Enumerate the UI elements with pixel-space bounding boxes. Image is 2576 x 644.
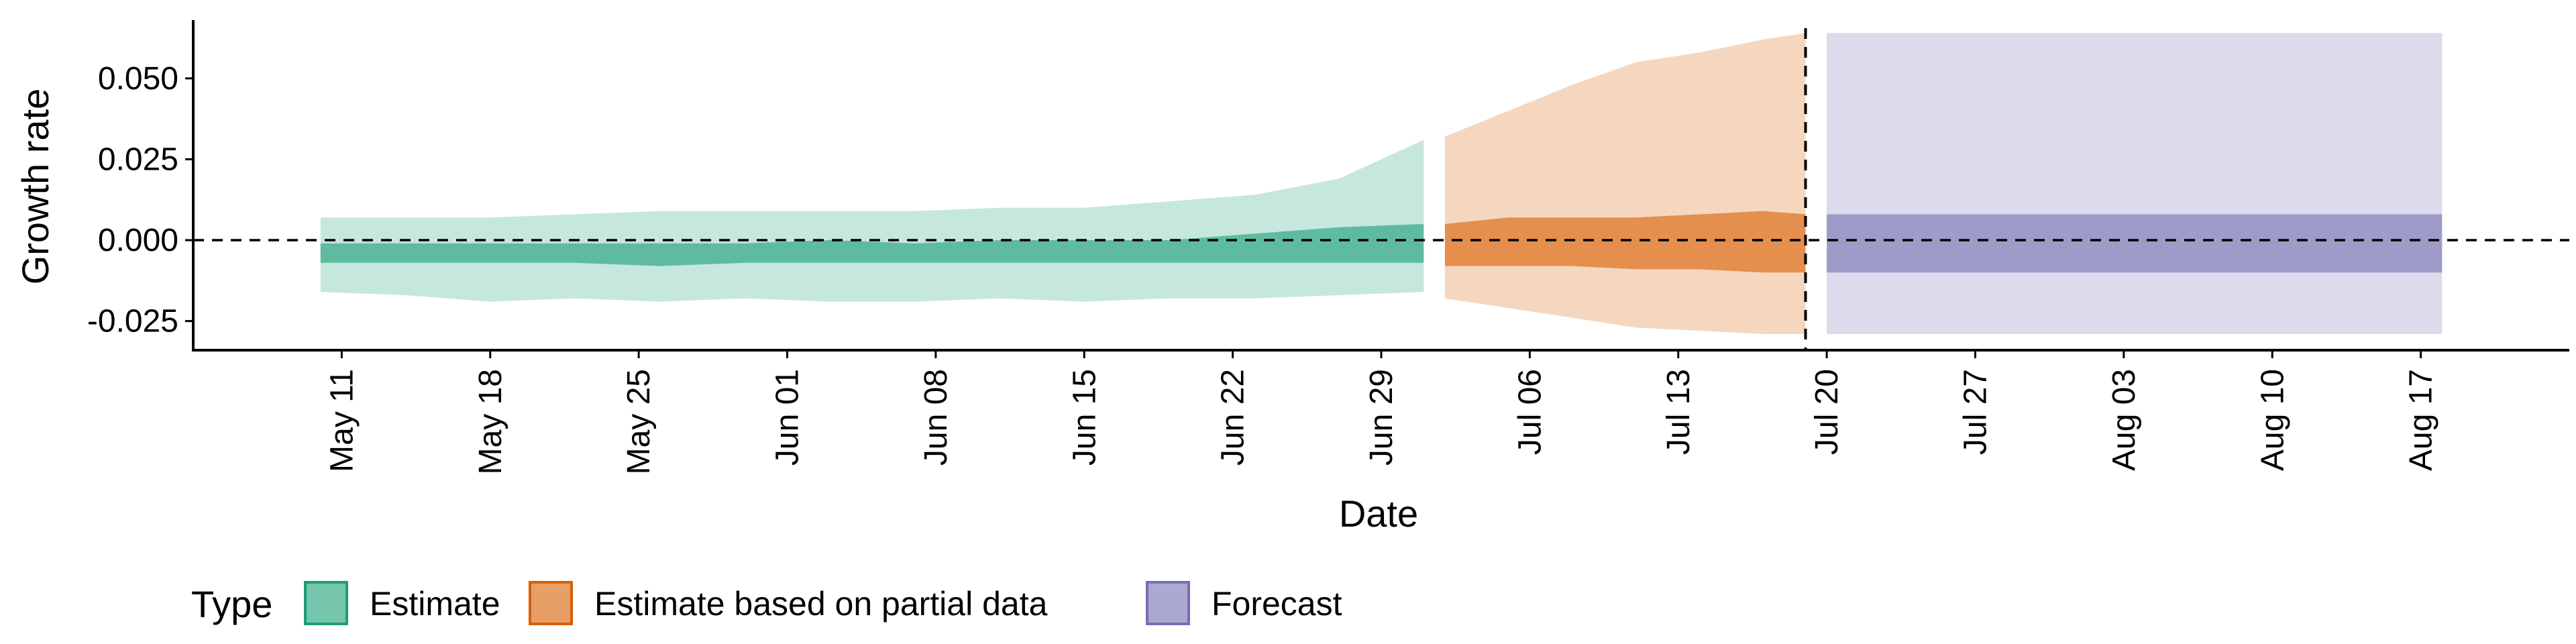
- x-tick-label: Jul 06: [1512, 369, 1548, 455]
- x-tick-label: Aug 17: [2404, 369, 2439, 471]
- reference-lines: [193, 28, 2569, 350]
- x-tick-label: Jun 08: [918, 369, 954, 466]
- band-outer-estimate-based-on-partial-data: [1444, 33, 1806, 334]
- band-inner-estimate: [320, 223, 1424, 266]
- legend-key-forecast: [1146, 581, 1190, 625]
- band-inner-forecast: [1827, 214, 2443, 273]
- y-tick-label: 0.050: [98, 61, 178, 97]
- y-tick-label: -0.025: [87, 304, 178, 339]
- x-tick-label: Jul 20: [1809, 369, 1845, 455]
- y-tick-label: 0.000: [98, 223, 178, 258]
- legend-key-estimate-based-on-partial-data: [529, 581, 573, 625]
- legend-title: Type: [191, 583, 272, 625]
- band-layer: [320, 33, 2443, 334]
- x-tick-label: Jul 13: [1661, 369, 1697, 455]
- band-outer-estimate: [320, 140, 1424, 302]
- x-tick-label: Jun 29: [1364, 369, 1399, 466]
- x-tick-label: Jul 27: [1958, 369, 1994, 455]
- legend-label-estimate: Estimate: [370, 585, 500, 623]
- x-tick-label: May 11: [324, 369, 360, 472]
- legend-label-forecast: Forecast: [1212, 585, 1342, 623]
- x-tick-label: Jun 01: [770, 369, 806, 466]
- legend-label-estimate-based-on-partial-data: Estimate based on partial data: [594, 585, 1048, 623]
- band-inner-estimate-based-on-partial-data: [1444, 211, 1806, 273]
- band-outer-forecast: [1827, 33, 2443, 334]
- x-tick-label: May 25: [621, 369, 657, 474]
- x-tick-label: Jun 15: [1067, 369, 1102, 466]
- x-tick-label: Jun 22: [1216, 369, 1251, 466]
- legend-key-estimate: [304, 581, 348, 625]
- x-tick-label: Aug 10: [2255, 369, 2290, 471]
- legend: Type Estimate Estimate based on partial d…: [191, 581, 1342, 625]
- x-tick-label: May 18: [473, 369, 508, 474]
- x-axis-title: Date: [1339, 492, 1418, 535]
- y-axis-title: Growth rate: [14, 89, 56, 285]
- y-tick-label: 0.025: [98, 142, 178, 177]
- tick-layer: 0.050 0.025 0.000 -0.025 May 11 May 18 May 25 J…: [87, 61, 2439, 475]
- x-tick-label: Aug 03: [2106, 369, 2142, 471]
